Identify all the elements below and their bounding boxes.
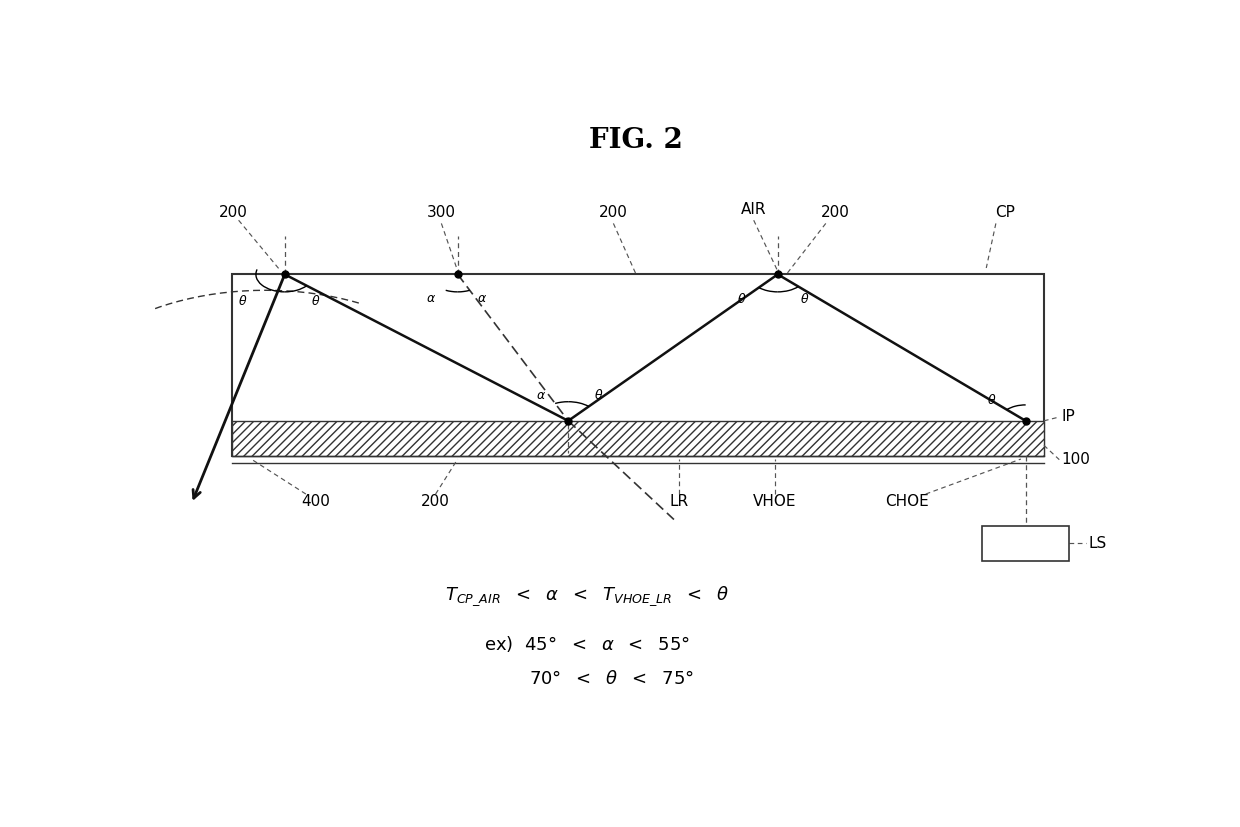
Text: 200: 200 — [219, 205, 248, 220]
Text: $\theta$: $\theta$ — [800, 292, 810, 305]
Text: 200: 200 — [599, 205, 627, 220]
Text: CHOE: CHOE — [884, 494, 929, 509]
Text: $\mathregular{T_{CP\_AIR}}$  $<$  $\alpha$  $<$  $\mathregular{T_{VHOE\_LR}}$  $: $\mathregular{T_{CP\_AIR}}$ $<$ $\alpha$… — [445, 584, 730, 608]
Text: 100: 100 — [1061, 452, 1090, 467]
Bar — [232, 421, 1044, 456]
Bar — [232, 275, 1044, 456]
Text: AIR: AIR — [742, 202, 766, 217]
Text: 300: 300 — [427, 205, 456, 220]
Text: $\theta$: $\theta$ — [987, 394, 997, 408]
Text: IP: IP — [1061, 409, 1075, 424]
Text: CP: CP — [996, 205, 1016, 220]
Text: VHOE: VHOE — [753, 494, 796, 509]
Text: $\theta$: $\theta$ — [238, 294, 247, 308]
Text: $\theta$: $\theta$ — [594, 389, 604, 403]
Text: $70°$  $<$  $\theta$  $<$  $75°$: $70°$ $<$ $\theta$ $<$ $75°$ — [529, 670, 694, 688]
Text: 200: 200 — [821, 205, 849, 220]
Text: LS: LS — [1089, 536, 1106, 551]
Text: 200: 200 — [422, 494, 450, 509]
Text: 400: 400 — [301, 494, 330, 509]
Text: $\mathrm{ex)}$  $45°$  $<$  $\alpha$  $<$  $55°$: $\mathrm{ex)}$ $45°$ $<$ $\alpha$ $<$ $5… — [485, 633, 691, 653]
Text: LR: LR — [670, 494, 688, 509]
Text: $\theta$: $\theta$ — [737, 292, 746, 305]
Text: $\alpha$: $\alpha$ — [476, 292, 487, 305]
Text: $\theta$: $\theta$ — [311, 294, 320, 308]
Text: $\alpha$: $\alpha$ — [536, 389, 547, 402]
Text: FIG. 2: FIG. 2 — [589, 127, 682, 154]
Bar — [982, 526, 1069, 561]
Text: $\alpha$: $\alpha$ — [425, 292, 435, 305]
